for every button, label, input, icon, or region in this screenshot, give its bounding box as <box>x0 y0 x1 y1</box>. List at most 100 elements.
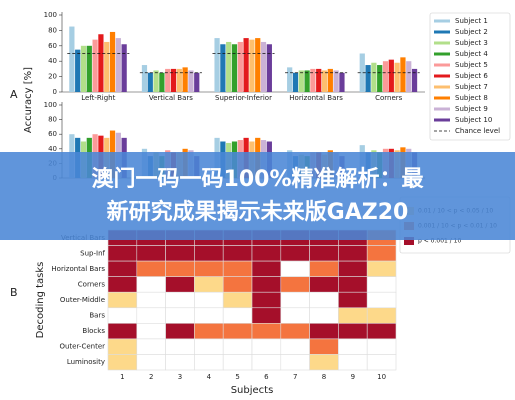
heatmap-cell <box>280 260 310 277</box>
heatmap-cell <box>194 307 224 324</box>
row-label: Outer-Center <box>59 343 105 351</box>
bar <box>237 41 243 92</box>
y-tick-label: 80 <box>48 26 57 34</box>
row-label: Horizontal Bars <box>51 265 105 273</box>
row-label: Blocks <box>82 327 105 335</box>
x-tick-label: 6 <box>264 373 269 381</box>
heatmap-cell <box>136 338 166 355</box>
heatmap-cell <box>338 323 368 340</box>
heatmap-cell <box>309 323 339 340</box>
y-tick-label: 100 <box>44 101 57 109</box>
bar <box>400 57 406 92</box>
legend-label: Chance level <box>455 127 500 135</box>
bar <box>80 45 87 92</box>
heatmap-cell <box>165 307 195 324</box>
y-tick-label: 0 <box>53 88 57 96</box>
banner: 澳门一码一码100%精准解析：最 新研究成果揭示未来版GAZ20 <box>0 152 515 240</box>
bar <box>359 53 365 92</box>
heatmap-cell <box>107 307 138 324</box>
bar <box>339 72 345 92</box>
heatmap-cell <box>366 276 397 293</box>
legend-label: Subject 2 <box>455 28 488 36</box>
heatmap-cell <box>107 276 138 293</box>
bar <box>86 45 92 92</box>
heatmap-cell <box>222 307 253 324</box>
bar <box>382 61 389 92</box>
heatmap-cell <box>222 260 253 277</box>
heatmap-cell <box>165 354 195 371</box>
heatmap-cell <box>222 354 253 371</box>
bar <box>75 49 81 92</box>
x-tick-label: 10 <box>377 373 386 381</box>
banner-line: 澳门一码一码100%精准解析：最 <box>91 167 424 192</box>
y-axis-label: Accuracy [%] <box>23 67 34 133</box>
heatmap-cell <box>338 291 368 309</box>
heatmap-cell <box>222 245 253 262</box>
y-axis-label: Decoding tasks <box>35 262 46 339</box>
x-tick-label: 7 <box>293 373 297 381</box>
legend-label: p < 0.001 / 10 <box>418 238 461 245</box>
x-tick-label: 1 <box>120 373 124 381</box>
bar <box>266 44 272 92</box>
bar <box>182 67 188 92</box>
legend-label: Subject 9 <box>455 105 488 113</box>
heatmap-cell <box>165 276 195 293</box>
heatmap-cell <box>251 276 282 293</box>
heatmap-cell <box>309 307 339 324</box>
y-tick-label: 80 <box>48 116 57 124</box>
bar <box>121 44 127 92</box>
legend-label: Subject 8 <box>455 94 488 102</box>
legend-label: Subject 7 <box>455 83 488 91</box>
bar <box>243 38 249 92</box>
heatmap-cell <box>194 260 224 277</box>
x-tick-label: 5 <box>235 373 239 381</box>
heatmap-cell <box>136 276 166 293</box>
bar <box>92 39 98 92</box>
bar <box>69 26 75 92</box>
bar <box>98 34 104 92</box>
heatmap-cell <box>309 338 339 355</box>
bar <box>394 62 400 92</box>
x-tick-label: Left-Right <box>81 94 115 102</box>
row-label: Outer-Middle <box>60 296 105 304</box>
bar <box>406 61 412 92</box>
heatmap-cell <box>136 291 166 309</box>
heatmap-cell <box>280 245 310 262</box>
heatmap-cell <box>366 354 397 371</box>
bar <box>188 70 194 92</box>
x-tick-label: Corners <box>375 94 403 102</box>
legend-label: Subject 1 <box>455 17 488 25</box>
bar <box>159 72 165 92</box>
heatmap-cell <box>107 338 138 355</box>
bar <box>310 68 316 92</box>
heatmap-cell <box>107 245 138 262</box>
bar <box>165 68 171 92</box>
legend-label: Subject 4 <box>455 50 488 58</box>
bar <box>411 68 418 92</box>
heatmap-cell <box>309 276 339 293</box>
bar <box>104 41 110 92</box>
x-tick-label: 9 <box>351 373 355 381</box>
bar <box>260 41 267 92</box>
bar <box>292 72 299 92</box>
legend-label: Subject 10 <box>455 116 492 124</box>
heatmap-cell <box>280 323 310 340</box>
bar <box>298 70 304 92</box>
bar <box>333 70 339 92</box>
panel-label: A <box>10 88 18 101</box>
y-tick-label: 100 <box>44 11 57 19</box>
bar <box>194 72 200 92</box>
heatmap-cell <box>194 354 224 371</box>
bar <box>316 68 322 92</box>
bar <box>170 68 177 92</box>
heatmap-cell <box>136 307 166 324</box>
heatmap-cell <box>338 354 368 371</box>
heatmap-cell <box>136 354 166 371</box>
heatmap-cell <box>280 291 310 309</box>
row-label: Bars <box>89 312 105 320</box>
heatmap-cell <box>107 323 138 340</box>
bar <box>249 39 255 92</box>
bar <box>388 59 394 92</box>
heatmap-cell <box>251 338 282 355</box>
